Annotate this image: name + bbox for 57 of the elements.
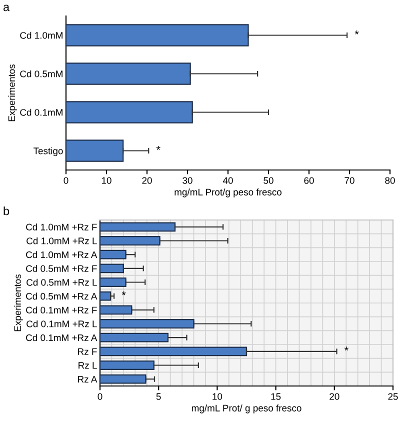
annotation: *: [344, 346, 348, 351]
bar: [100, 346, 248, 356]
x-tick-label: 15: [271, 393, 281, 400]
x-tick-label: 10: [102, 177, 112, 184]
y-axis-title: Experimentos: [14, 274, 23, 332]
x-tick-label: 0: [64, 177, 68, 184]
y-tick-label: Cd 1.0mM +Rz L: [26, 237, 97, 244]
y-tick-label: Rz F: [78, 348, 97, 355]
y-tick-label: Cd 0.5mM +Rz F: [26, 264, 97, 272]
x-tick-label: 40: [222, 177, 233, 184]
x-axis-title: mg/mL Prot/ g peso fresco: [192, 404, 302, 414]
bar: [100, 332, 169, 342]
x-tick-label: 70: [344, 177, 354, 184]
y-tick-label: Cd 1.0mM +Rz F: [26, 223, 97, 230]
bar: [100, 319, 194, 328]
y-tick-label: Testigo: [34, 147, 63, 156]
x-tick-label: 60: [304, 177, 314, 184]
x-tick-label: 80: [385, 177, 395, 184]
bar: [100, 305, 132, 315]
x-tick-label: 0: [98, 393, 102, 400]
y-tick-label: Cd 1.0mM +Rz A: [26, 251, 98, 258]
y-tick-label: Cd 0.5mM: [20, 70, 62, 78]
bar: [100, 278, 126, 287]
y-tick-label: Cd 0.1mM +Rz A: [26, 334, 98, 342]
x-tick-label: 20: [330, 393, 340, 400]
y-tick-label: Cd 0.5mM +Rz A: [26, 292, 98, 300]
x-tick-label: 20: [142, 177, 152, 184]
bar: [100, 374, 146, 384]
x-tick-label: 5: [156, 393, 161, 400]
y-tick-label: Cd 1.0mM: [20, 32, 62, 39]
bar: [100, 222, 176, 232]
y-tick-label: Rz L: [78, 362, 97, 369]
annotation: *: [122, 291, 126, 296]
bar: [66, 140, 124, 162]
y-tick-label: Rz A: [78, 376, 98, 383]
annotation: *: [354, 30, 359, 34]
bar: [100, 360, 154, 370]
y-tick-label: Cd 0.5mM +Rz L: [26, 278, 97, 286]
text: a: [4, 4, 10, 12]
text: b: [4, 206, 10, 216]
bar: [66, 62, 191, 85]
bar: [100, 291, 112, 301]
bar: [66, 101, 193, 124]
y-axis-title: Experimentos: [8, 64, 17, 122]
x-tick-label: 10: [212, 393, 222, 400]
annotation: *: [156, 146, 160, 150]
x-tick-label: 50: [264, 177, 274, 184]
bar: [100, 250, 126, 260]
bar: [66, 24, 249, 46]
x-axis-title: mg/mL Prot/g peso fresco: [174, 188, 282, 198]
bar: [100, 236, 160, 246]
y-tick-label: Cd 0.1mM +Rz L: [26, 320, 97, 328]
x-tick-label: 25: [388, 393, 398, 400]
bar: [100, 264, 124, 274]
y-tick-label: Cd 0.1mM: [20, 108, 62, 116]
x-tick-label: 30: [182, 177, 192, 184]
y-tick-label: Cd 0.1mM +Rz F: [26, 306, 97, 314]
